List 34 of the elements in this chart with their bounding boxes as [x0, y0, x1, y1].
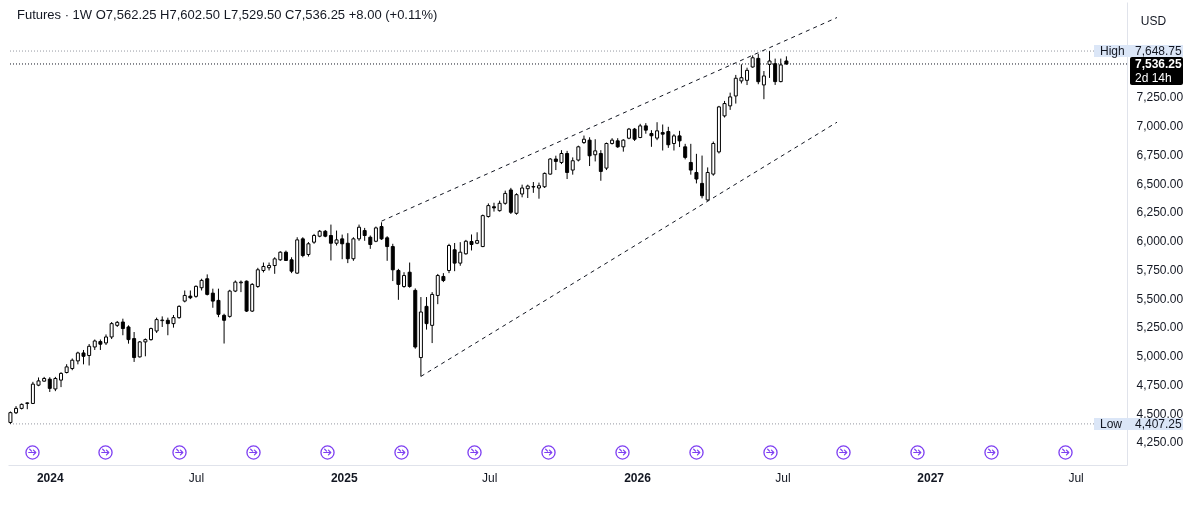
- x-tick-label: 2025: [330, 470, 358, 485]
- y-tick-label: 5,250.00: [1136, 320, 1184, 335]
- candlestick: [390, 243, 395, 282]
- candlestick: [700, 155, 705, 199]
- y-tick-label: 6,000.00: [1136, 234, 1184, 249]
- x-tick-label: Jul: [1068, 470, 1084, 485]
- y-axis-title: USD: [1140, 13, 1167, 28]
- x-tick-label: Jul: [482, 470, 498, 485]
- x-tick-label: 2027: [917, 470, 945, 485]
- candlestick: [407, 262, 412, 289]
- y-tick-label: 4,750.00: [1136, 377, 1184, 392]
- y-tick-label: 5,000.00: [1136, 349, 1184, 364]
- text: 7,648.75: [1135, 44, 1183, 59]
- ref-line-label: Low: [1100, 416, 1123, 431]
- candlestick: [222, 313, 227, 345]
- y-tick-label: 5,500.00: [1136, 291, 1184, 306]
- y-tick-label: 4,250.00: [1136, 435, 1184, 450]
- chart-title: Futures · 1W O7,562.25 H7,602.50 L7,529.50 C7,536.25 +8.00 (+0.11%): [17, 7, 438, 22]
- x-tick-label: 2024: [36, 470, 64, 485]
- y-tick-label: 5,750.00: [1136, 262, 1184, 277]
- x-tick-label: Jul: [775, 470, 791, 485]
- text: 7,536.25: [1135, 56, 1183, 71]
- x-tick-label: Jul: [188, 470, 205, 485]
- y-tick-label: 6,500.00: [1136, 176, 1184, 191]
- y-tick-label: 6,750.00: [1136, 147, 1184, 162]
- ref-line-label: High: [1100, 44, 1125, 59]
- candlestick: [694, 153, 699, 184]
- y-tick-label: 7,250.00: [1136, 90, 1184, 105]
- y-tick-label: 7,000.00: [1136, 119, 1184, 134]
- y-tick-label: 6,250.00: [1136, 205, 1184, 220]
- candlestick: [761, 70, 766, 100]
- candlestick: [688, 143, 693, 176]
- x-tick-label: 2026: [624, 470, 652, 485]
- ref-line-label: 2d 14h: [1135, 70, 1172, 85]
